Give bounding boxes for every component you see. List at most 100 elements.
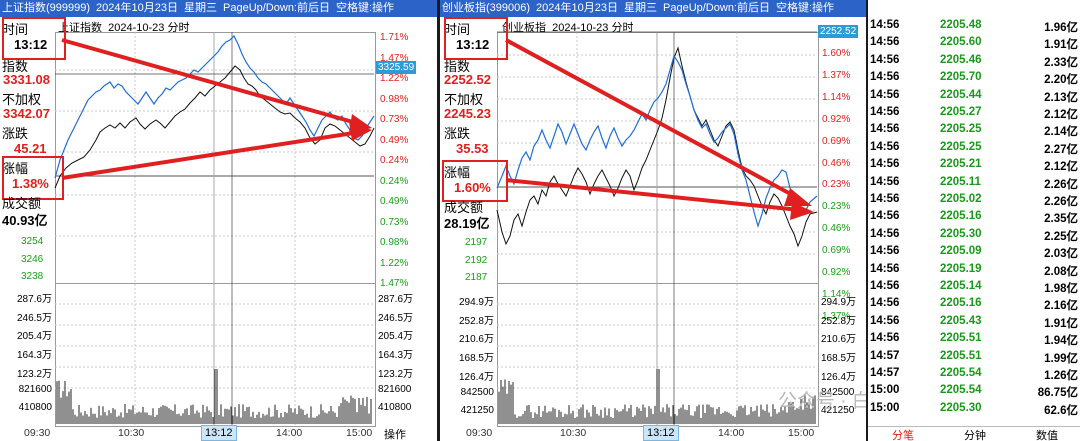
tick-price: 2205.48	[940, 19, 982, 31]
pct-value: 1.60%	[454, 180, 491, 195]
pct-axis-label: 1.71%	[380, 32, 409, 43]
price-axis-label: 2192	[465, 255, 488, 266]
tick-price: 2205.30	[940, 401, 982, 414]
change-value: 45.21	[14, 141, 47, 156]
tick-row[interactable]: 14:56 2205.25 2.14亿	[868, 123, 1080, 140]
tick-row[interactable]: 14:56 2205.27 2.12亿	[868, 106, 1080, 123]
chart-panel-shanghai[interactable]: 上证指数(999999) 2024年10月23日 星期三 PageUp/Down:前后…	[0, 0, 437, 441]
tick-row[interactable]: 14:56 2205.44 2.13亿	[868, 89, 1080, 106]
tick-amount: 2.25亿	[1044, 230, 1078, 243]
tick-amount: 2.16亿	[1044, 300, 1078, 313]
volume-axis-label: 821600	[18, 383, 52, 395]
header-pageupdown-hint: PageUp/Down:前后日	[663, 2, 770, 14]
tick-time: 14:56	[870, 140, 900, 153]
tick-row[interactable]: 14:56 2205.46 2.33亿	[868, 54, 1080, 71]
pct-axis-label: 0.46%	[822, 223, 851, 235]
volume-axis-label: 164.3万	[378, 350, 414, 362]
tick-amount: 2.26亿	[1044, 196, 1078, 208]
unweighted-label: 不加权	[444, 92, 484, 107]
pct-axis-label: 0.23%	[822, 201, 851, 213]
tick-price: 2205.09	[940, 245, 982, 258]
pct-axis-label: 0.98%	[380, 237, 409, 248]
tick-price: 2205.16	[940, 210, 982, 223]
volume-axis-label: 294.9万	[821, 297, 857, 308]
index-value: 2252.52	[444, 72, 491, 87]
header-weekday: 星期三	[624, 2, 657, 14]
tick-price: 2205.14	[940, 280, 982, 292]
tick-time: 14:56	[870, 280, 900, 292]
time-value: 13:12	[456, 37, 490, 52]
tab-minutes[interactable]: 分钟	[964, 430, 986, 441]
tick-row[interactable]: 14:56 2205.48 1.96亿	[868, 19, 1080, 36]
panel-divider	[437, 0, 440, 441]
pct-axis-label: 0.92%	[822, 113, 851, 125]
x-axis-label: 09:30	[24, 427, 51, 439]
volume-axis-label: 252.8万	[458, 315, 494, 327]
pct-axis-label: 1.37%	[822, 310, 851, 322]
tick-row[interactable]: 14:56 2205.60 1.91亿	[868, 36, 1080, 53]
tick-row[interactable]: 15:00 2205.54 86.75亿	[868, 384, 1080, 401]
volume-axis-label: 126.4万	[458, 371, 494, 383]
pct-axis-label: 1.47%	[380, 52, 409, 64]
tick-amount: 2.27亿	[1044, 143, 1078, 156]
volume-axis-label: 842500	[460, 386, 494, 398]
crosshair-price-tag: 3325.59	[376, 61, 417, 74]
chart-panel-chinext[interactable]: 创业板指(399006) 2024年10月23日 星期三 PageUp/Down:前后…	[440, 0, 868, 441]
tick-price: 2205.54	[940, 384, 982, 397]
time-label: 时间	[2, 22, 29, 37]
tick-row[interactable]: 14:56 2205.09 2.03亿	[868, 245, 1080, 262]
operate-button[interactable]: 操作	[384, 429, 406, 441]
tick-amount: 1.96亿	[1044, 22, 1078, 34]
volume-axis-label: 294.9万	[458, 297, 494, 308]
tick-row[interactable]: 14:56 2205.02 2.26亿	[868, 193, 1080, 210]
tick-row[interactable]: 14:56 2205.16 2.16亿	[868, 297, 1080, 314]
tick-row[interactable]: 14:56 2205.16 2.35亿	[868, 210, 1080, 227]
x-axis-label: 15:00	[788, 427, 815, 439]
chart-subtitle: 上证指数 2024-10-23 分时	[58, 22, 190, 34]
tick-row[interactable]: 15:00 2205.30 62.6亿	[868, 402, 1080, 419]
tick-amount: 1.98亿	[1044, 283, 1078, 295]
change-label: 涨跌	[444, 126, 471, 141]
pct-axis-label: 0.24%	[380, 155, 409, 166]
volume-axis-label: 210.6万	[821, 334, 857, 346]
tick-price: 2205.25	[940, 123, 982, 136]
tick-time: 14:56	[870, 88, 900, 101]
tick-row[interactable]: 14:56 2205.19 2.08亿	[868, 263, 1080, 280]
tick-amount: 2.03亿	[1044, 248, 1078, 261]
pct-axis-label: 1.47%	[380, 278, 409, 289]
crosshair-price-tag: 2252.52	[818, 25, 859, 38]
header-space-hint: 空格键:操作	[336, 2, 395, 14]
price-axis-label: 2187	[465, 272, 488, 283]
tick-row[interactable]: 14:56 2205.30 2.25亿	[868, 228, 1080, 245]
volume-axis-label: 246.5万	[16, 312, 52, 324]
time-callout-box	[2, 17, 66, 60]
volume-axis-label: 842500	[821, 386, 855, 398]
tick-row[interactable]: 14:56 2205.25 2.27亿	[868, 141, 1080, 158]
pct-callout-box	[442, 160, 508, 202]
tick-row[interactable]: 14:56 2205.70 2.20亿	[868, 71, 1080, 88]
tick-row[interactable]: 14:56 2205.11 2.26亿	[868, 176, 1080, 193]
tick-time: 14:56	[870, 314, 900, 327]
header-date: 2024年10月23日	[96, 2, 178, 14]
header-weekday: 星期三	[184, 2, 217, 14]
tick-price: 2205.30	[940, 227, 982, 240]
pct-axis-label: 1.37%	[822, 69, 851, 81]
chart-subtitle: 创业板指 2024-10-23 分时	[502, 22, 634, 34]
tick-list-panel[interactable]: 14:56 2205.48 1.96亿 14:56 2205.60 1.91亿 14:56 2…	[868, 0, 1080, 441]
panel-divider	[866, 0, 868, 441]
tab-values[interactable]: 数值	[1036, 430, 1058, 441]
pct-axis-label: 1.14%	[822, 288, 851, 300]
tick-row[interactable]: 14:57 2205.54 1.26亿	[868, 367, 1080, 384]
tick-amount: 1.91亿	[1044, 317, 1078, 330]
tick-row[interactable]: 14:56 2205.43 1.91亿	[868, 315, 1080, 332]
amount-value: 28.19亿	[444, 216, 490, 231]
tick-amount: 2.13亿	[1044, 91, 1078, 104]
tick-row[interactable]: 14:56 2205.51 1.94亿	[868, 332, 1080, 349]
tick-row[interactable]: 14:57 2205.51 1.99亿	[868, 350, 1080, 367]
price-axis-label: 3254	[21, 236, 44, 247]
tick-row[interactable]: 14:56 2205.14 1.98亿	[868, 280, 1080, 297]
tick-price: 2205.54	[940, 367, 982, 379]
amount-label: 成交额	[2, 196, 42, 211]
tab-ticks[interactable]: 分笔	[892, 430, 914, 441]
tick-row[interactable]: 14:56 2205.21 2.12亿	[868, 158, 1080, 175]
